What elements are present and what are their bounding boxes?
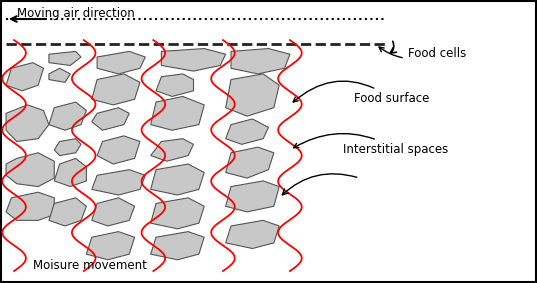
Text: Moisure movement: Moisure movement xyxy=(33,259,147,272)
Polygon shape xyxy=(92,108,129,130)
Polygon shape xyxy=(54,139,81,156)
Polygon shape xyxy=(231,49,290,74)
Polygon shape xyxy=(151,97,204,130)
Polygon shape xyxy=(6,63,43,91)
Polygon shape xyxy=(92,170,146,195)
Polygon shape xyxy=(6,105,49,142)
Polygon shape xyxy=(92,198,135,226)
Polygon shape xyxy=(86,231,135,260)
Polygon shape xyxy=(92,74,140,105)
Text: Food surface: Food surface xyxy=(293,81,430,105)
Polygon shape xyxy=(49,198,86,226)
Polygon shape xyxy=(49,102,86,130)
Polygon shape xyxy=(226,220,279,248)
Polygon shape xyxy=(151,231,204,260)
Polygon shape xyxy=(226,147,274,178)
Polygon shape xyxy=(156,74,193,97)
Polygon shape xyxy=(226,119,268,144)
Polygon shape xyxy=(151,198,204,229)
Polygon shape xyxy=(97,136,140,164)
Text: Interstitial spaces: Interstitial spaces xyxy=(294,134,449,156)
Polygon shape xyxy=(162,49,226,71)
Polygon shape xyxy=(151,164,204,195)
Polygon shape xyxy=(49,52,81,65)
Polygon shape xyxy=(6,153,54,186)
Polygon shape xyxy=(226,74,279,116)
Polygon shape xyxy=(226,181,279,212)
Text: Moving air direction: Moving air direction xyxy=(17,7,134,20)
Polygon shape xyxy=(6,192,54,220)
Polygon shape xyxy=(54,158,86,186)
Polygon shape xyxy=(151,139,193,161)
Polygon shape xyxy=(97,52,146,74)
Text: Food cells: Food cells xyxy=(379,47,466,60)
Polygon shape xyxy=(49,68,70,82)
